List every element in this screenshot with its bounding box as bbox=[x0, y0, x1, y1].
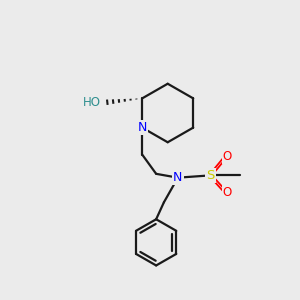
Text: S: S bbox=[206, 169, 214, 182]
Text: HO: HO bbox=[83, 96, 101, 109]
Text: O: O bbox=[223, 150, 232, 164]
Text: N: N bbox=[173, 171, 182, 184]
Text: N: N bbox=[137, 121, 147, 134]
Text: O: O bbox=[223, 186, 232, 199]
